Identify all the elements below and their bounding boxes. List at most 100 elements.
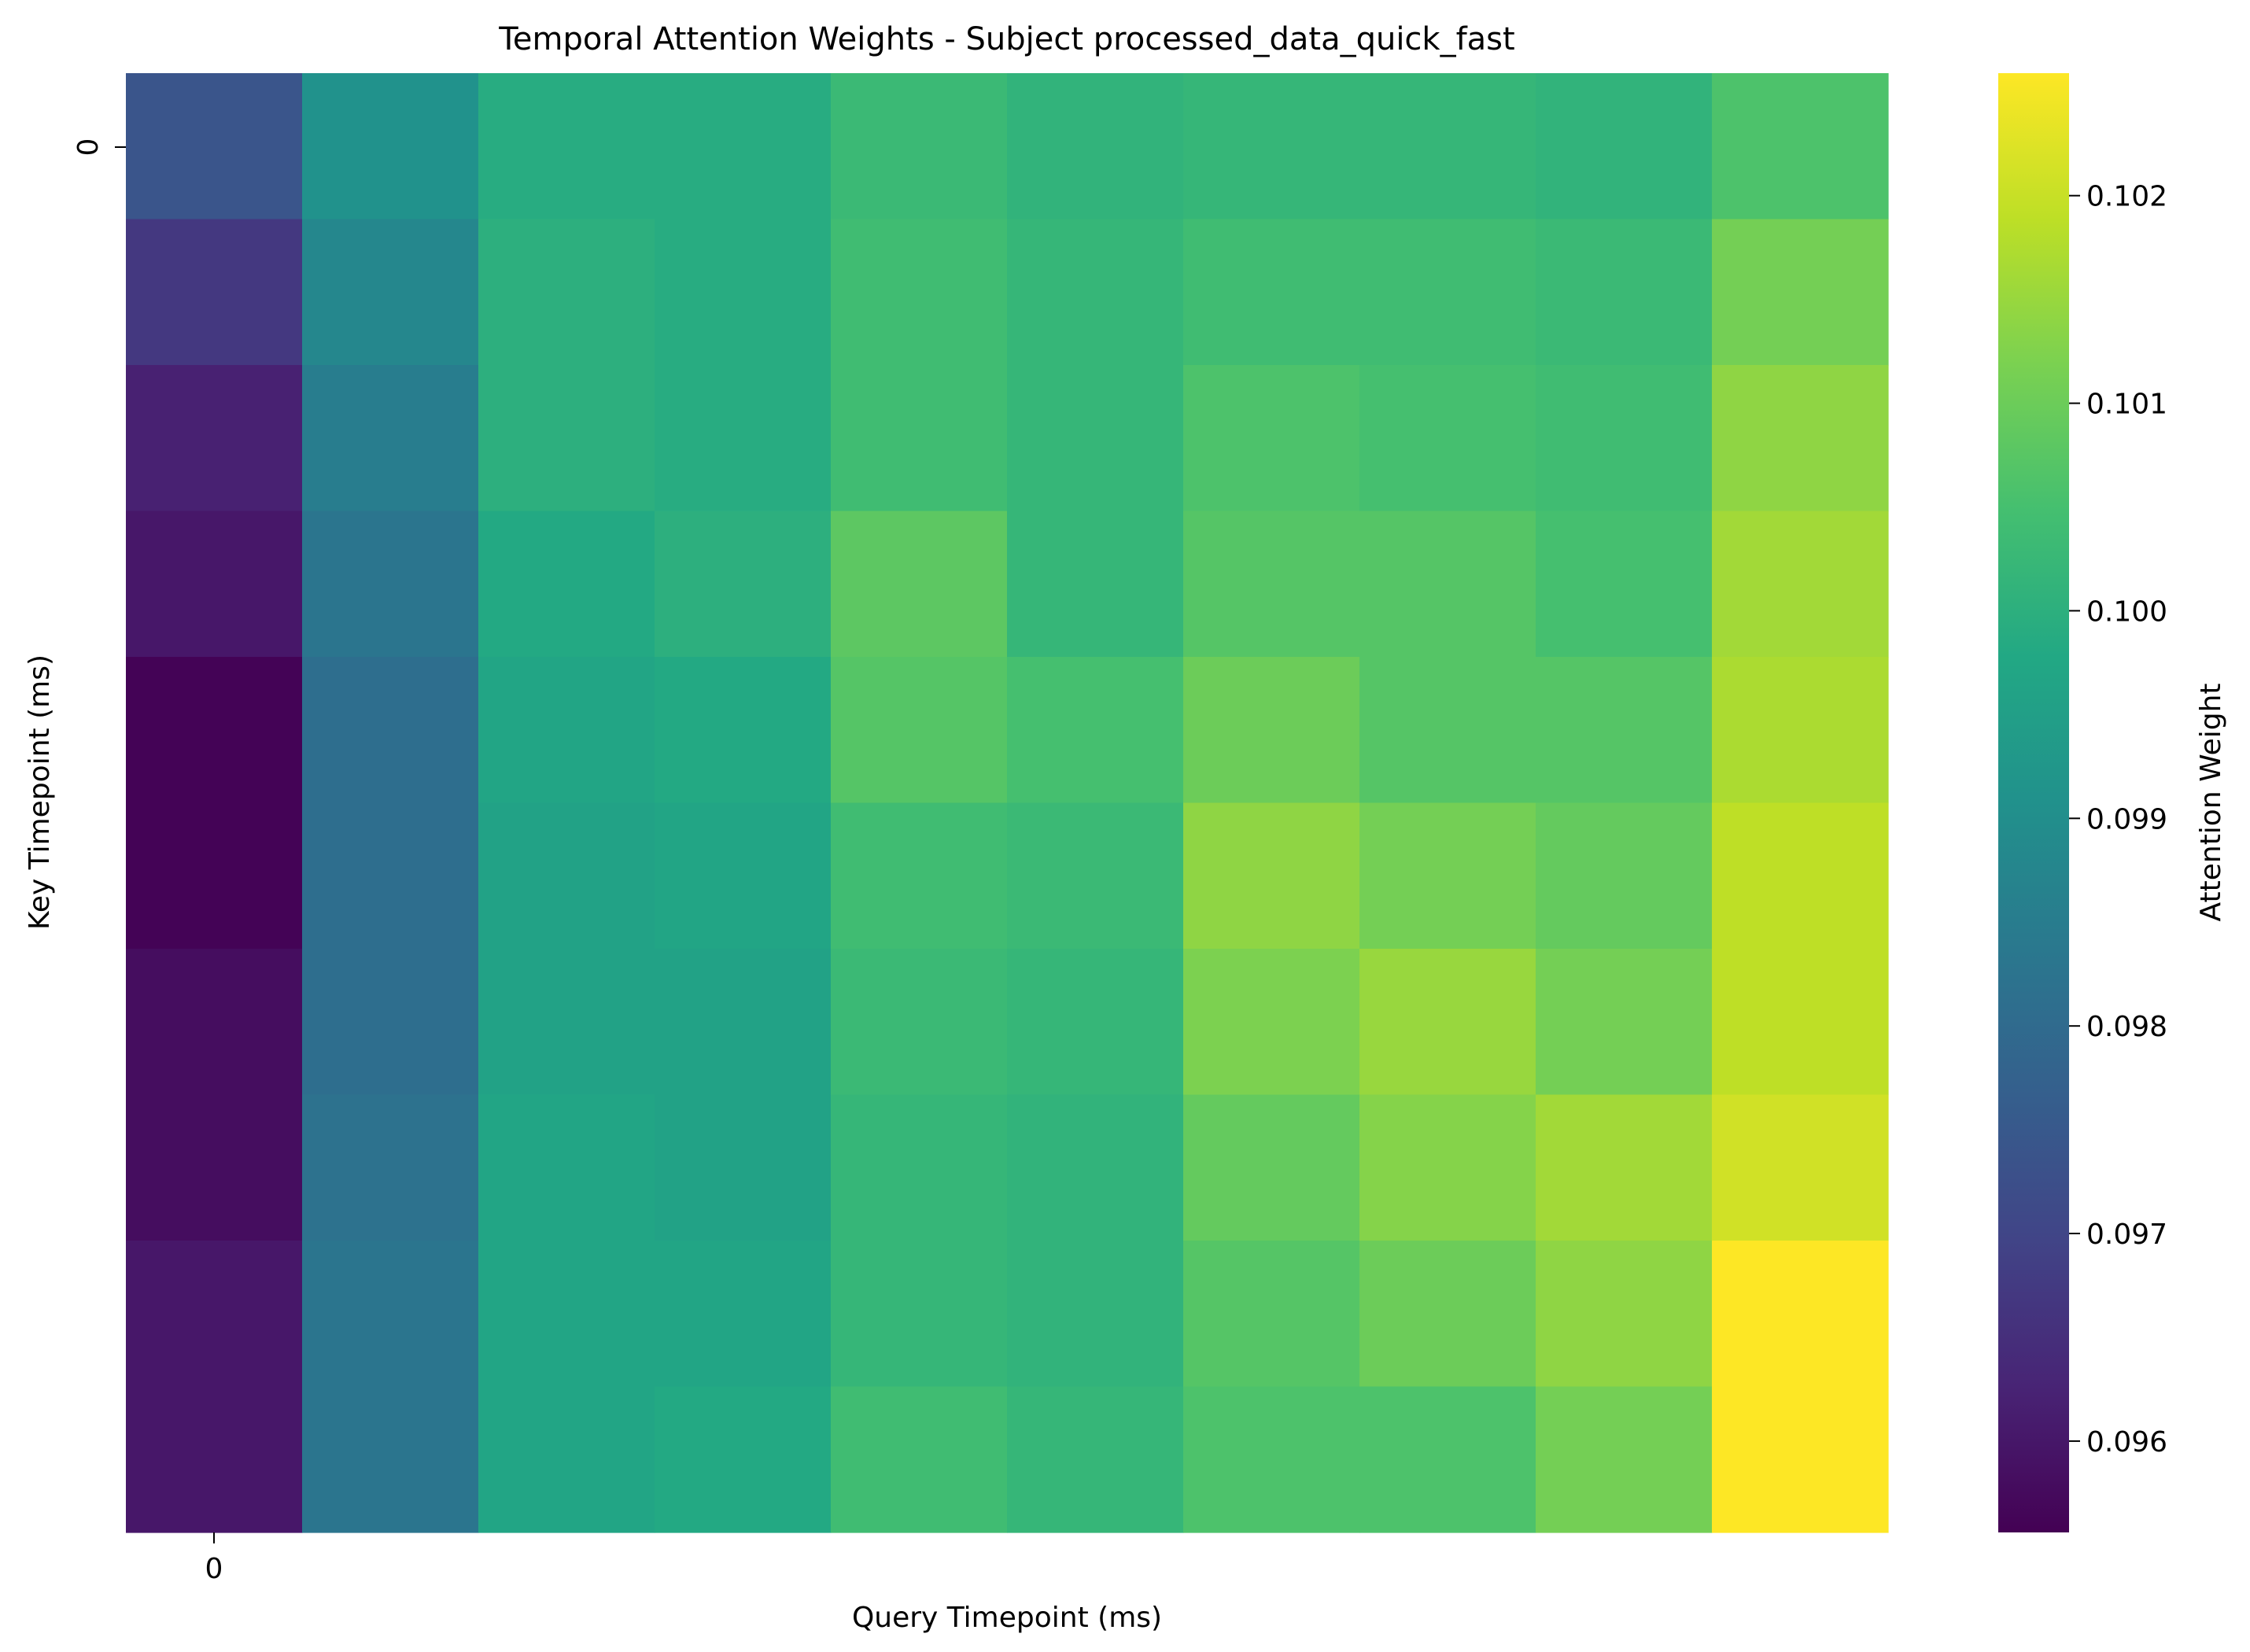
heatmap-cell: [302, 73, 479, 220]
heatmap-cell: [1183, 949, 1360, 1096]
x-axis: 0 Query Timepoint (ms): [205, 1532, 1162, 1634]
heatmap-cell: [1536, 949, 1713, 1096]
heatmap-cell: [1183, 1386, 1360, 1533]
heatmap-cell: [1712, 219, 1889, 366]
heatmap-cell: [831, 1094, 1008, 1241]
heatmap-cell: [1536, 1386, 1713, 1533]
heatmap-cell: [1183, 1094, 1360, 1241]
heatmap-cell: [1183, 219, 1360, 366]
heatmap-cell: [655, 949, 832, 1096]
heatmap-cell: [302, 1241, 479, 1388]
heatmap-cell: [831, 365, 1008, 512]
heatmap-cell: [1359, 1094, 1536, 1241]
heatmap-cell: [126, 949, 303, 1096]
heatmap-cell: [478, 1386, 655, 1533]
heatmap-cell: [655, 219, 832, 366]
heatmap-cell: [1712, 949, 1889, 1096]
heatmap-cell: [1183, 657, 1360, 804]
heatmap-cell: [478, 949, 655, 1096]
heatmap-cell: [1712, 1094, 1889, 1241]
heatmap-cell: [302, 1386, 479, 1533]
heatmap-cell: [126, 802, 303, 950]
colorbar-tick-label: 0.100: [2086, 596, 2167, 628]
heatmap-cell: [302, 657, 479, 804]
colorbar-tick-label: 0.096: [2086, 1426, 2167, 1458]
heatmap-cell: [1712, 1386, 1889, 1533]
heatmap-cell: [126, 365, 303, 512]
heatmap-cell: [1183, 73, 1360, 220]
heatmap-cell: [478, 802, 655, 950]
colorbar-tick-label: 0.099: [2086, 803, 2167, 835]
heatmap-cell: [1007, 1241, 1184, 1388]
heatmap-cell: [1712, 73, 1889, 220]
heatmap-cell: [1183, 365, 1360, 512]
heatmap-cell: [302, 511, 479, 658]
heatmap-cell: [126, 657, 303, 804]
heatmap-cell: [1007, 949, 1184, 1096]
heatmap-cell: [1359, 511, 1536, 658]
heatmap-cell: [1536, 1241, 1713, 1388]
heatmap-cell: [1712, 365, 1889, 512]
heatmap-cell: [1536, 365, 1713, 512]
heatmap-cell: [1712, 802, 1889, 950]
heatmap-cell: [126, 219, 303, 366]
heatmap-cell: [831, 949, 1008, 1096]
heatmap-cell: [302, 802, 479, 950]
colorbar-tick-label: 0.102: [2086, 181, 2167, 213]
heatmap-cell: [126, 511, 303, 658]
heatmap-cell: [126, 1241, 303, 1388]
heatmap-cell: [655, 1386, 832, 1533]
heatmap-cell: [1183, 1241, 1360, 1388]
heatmap-cell: [1359, 802, 1536, 950]
heatmap-cell: [1536, 73, 1713, 220]
colorbar-label: Attention Weight: [2195, 683, 2227, 921]
heatmap-cell: [478, 73, 655, 220]
heatmap-cell: [1359, 365, 1536, 512]
x-axis-label: Query Timepoint (ms): [852, 1602, 1162, 1634]
heatmap-cell: [478, 511, 655, 658]
heatmap-cell: [1007, 802, 1184, 950]
y-tick-label: 0: [72, 138, 105, 157]
heatmap-cell: [478, 1241, 655, 1388]
heatmap-cell: [831, 73, 1008, 220]
heatmap-cell: [1007, 219, 1184, 366]
heatmap-cell: [478, 365, 655, 512]
heatmap-cell: [1007, 73, 1184, 220]
heatmap-cell: [1536, 802, 1713, 950]
heatmap-cell: [1536, 511, 1713, 658]
heatmap-cell: [302, 365, 479, 512]
heatmap-cell: [1007, 657, 1184, 804]
heatmap-cell: [831, 1241, 1008, 1388]
heatmap-cell: [655, 1241, 832, 1388]
heatmap-cell: [1007, 1386, 1184, 1533]
heatmap-cell: [1359, 657, 1536, 804]
heatmap-cell: [655, 73, 832, 220]
heatmap-cell: [831, 511, 1008, 658]
y-axis-label: Key Timepoint (ms): [24, 655, 56, 930]
heatmap-cell: [655, 802, 832, 950]
heatmap-cell: [655, 657, 832, 804]
heatmap-cell: [478, 1094, 655, 1241]
heatmap-cell: [655, 365, 832, 512]
colorbar-tick-label: 0.098: [2086, 1011, 2167, 1043]
heatmap-cell: [302, 219, 479, 366]
heatmap-cell: [655, 511, 832, 658]
heatmap-cell: [1536, 219, 1713, 366]
heatmap-cell: [831, 657, 1008, 804]
x-tick-label: 0: [205, 1553, 223, 1585]
colorbar-tick-label: 0.101: [2086, 389, 2167, 421]
heatmap-cell: [1183, 802, 1360, 950]
heatmap-cell: [1712, 657, 1889, 804]
heatmap-cell: [302, 949, 479, 1096]
heatmap-cell: [126, 73, 303, 220]
heatmap-cell: [1359, 73, 1536, 220]
colorbar-ticks: 0.096 0.097 0.098 0.099 0.100 0.101 0.102: [2069, 181, 2167, 1458]
heatmap-cell: [1007, 1094, 1184, 1241]
heatmap-cell: [1536, 1094, 1713, 1241]
heatmap-cell: [126, 1386, 303, 1533]
heatmap-cell: [831, 219, 1008, 366]
heatmap-cell: [1359, 1386, 1536, 1533]
heatmap-cell: [831, 802, 1008, 950]
heatmap-cell: [478, 657, 655, 804]
